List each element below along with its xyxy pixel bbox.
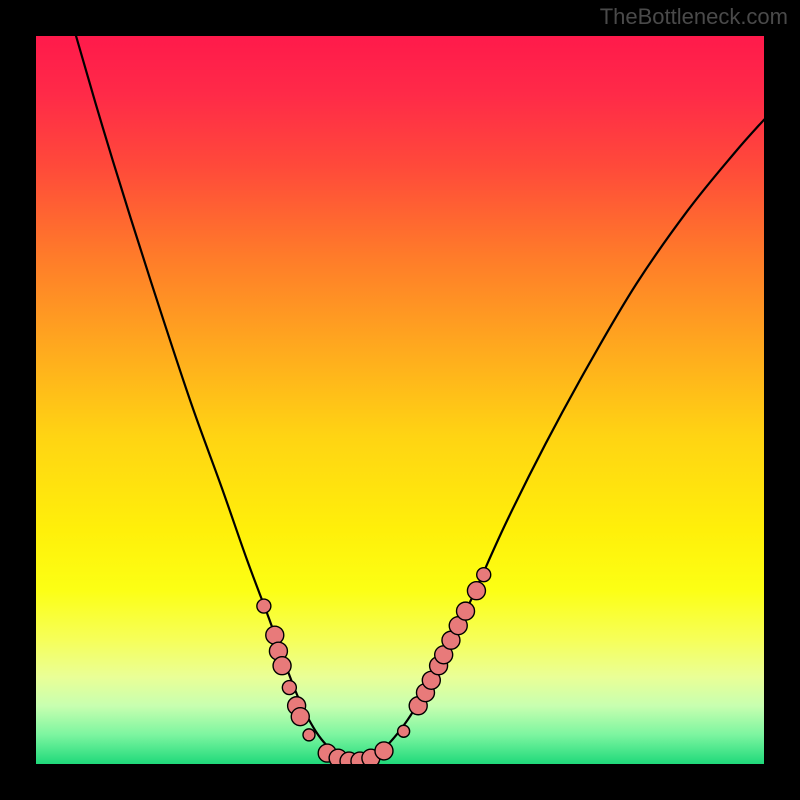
data-markers — [257, 568, 491, 764]
data-marker — [266, 626, 284, 644]
data-marker — [273, 657, 291, 675]
plot-area — [36, 36, 764, 764]
data-marker — [477, 568, 491, 582]
data-marker — [282, 681, 296, 695]
data-marker — [375, 742, 393, 760]
watermark-text: TheBottleneck.com — [600, 4, 788, 30]
data-marker — [303, 729, 315, 741]
bottleneck-curve-chart — [36, 36, 764, 764]
data-marker — [257, 599, 271, 613]
data-marker — [291, 708, 309, 726]
data-marker — [398, 725, 410, 737]
curve-path — [76, 36, 764, 761]
data-marker — [467, 582, 485, 600]
data-marker — [457, 602, 475, 620]
